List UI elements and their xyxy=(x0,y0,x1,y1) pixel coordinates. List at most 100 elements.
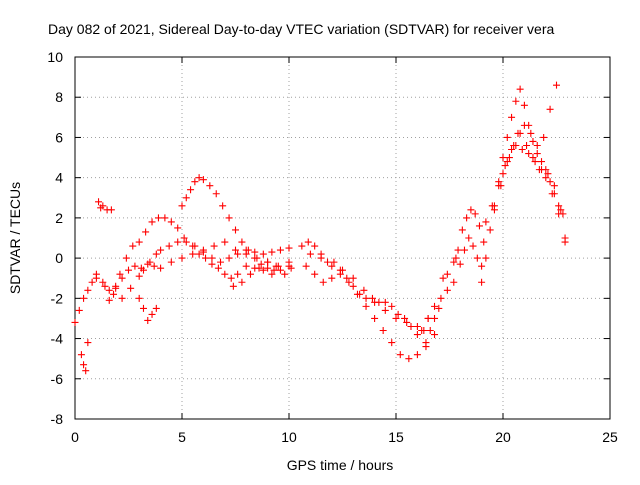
data-point xyxy=(298,242,306,250)
data-point xyxy=(336,270,344,278)
data-point xyxy=(540,133,548,141)
data-point xyxy=(435,304,443,312)
data-point xyxy=(82,367,90,375)
data-point xyxy=(244,246,252,254)
data-point xyxy=(99,278,107,286)
data-point xyxy=(105,286,113,294)
data-point xyxy=(538,158,546,166)
data-point xyxy=(189,242,197,250)
series-track-13 xyxy=(422,304,443,347)
data-point xyxy=(546,105,554,113)
data-point xyxy=(276,266,284,274)
data-point xyxy=(405,355,413,363)
data-point xyxy=(368,294,376,302)
data-point xyxy=(206,182,214,190)
data-point xyxy=(388,302,396,310)
data-point xyxy=(437,294,445,302)
data-point xyxy=(221,238,229,246)
data-point xyxy=(456,260,464,268)
data-point xyxy=(452,254,460,262)
data-point xyxy=(129,242,137,250)
data-point xyxy=(497,182,505,190)
data-point xyxy=(251,248,259,256)
data-point xyxy=(553,81,560,89)
data-point xyxy=(95,198,103,206)
data-point xyxy=(443,286,451,294)
data-point xyxy=(512,97,520,105)
data-point xyxy=(475,222,483,230)
data-series xyxy=(71,81,569,375)
data-point xyxy=(353,290,361,298)
data-point xyxy=(191,178,199,186)
data-point xyxy=(401,314,409,322)
data-point xyxy=(439,274,447,282)
data-point xyxy=(122,254,130,262)
data-point xyxy=(529,154,537,162)
data-point xyxy=(499,170,507,178)
data-point xyxy=(152,304,160,312)
data-point xyxy=(174,238,182,246)
data-point xyxy=(503,133,511,141)
series-track-2 xyxy=(77,339,92,375)
data-point xyxy=(542,174,550,182)
data-point xyxy=(450,278,458,286)
data-point xyxy=(101,282,109,290)
data-point xyxy=(232,246,239,254)
data-point xyxy=(199,176,207,184)
data-point xyxy=(92,274,100,282)
data-point xyxy=(135,294,143,302)
series-track-11 xyxy=(306,250,432,330)
data-point xyxy=(259,250,267,258)
data-point xyxy=(371,314,379,322)
data-point xyxy=(555,210,563,218)
data-point xyxy=(154,214,162,222)
data-point xyxy=(167,258,175,266)
data-point xyxy=(187,186,195,194)
data-point xyxy=(135,272,143,280)
data-point xyxy=(174,224,182,232)
data-point xyxy=(548,190,556,198)
data-point xyxy=(339,266,346,274)
data-point xyxy=(225,214,233,222)
data-point xyxy=(217,258,225,266)
y-axis-label: SDTVAR / TECUs xyxy=(7,182,23,294)
data-point xyxy=(349,274,357,282)
data-point xyxy=(482,254,490,262)
data-point xyxy=(523,141,531,149)
series-track-15 xyxy=(450,206,488,266)
data-point xyxy=(478,278,486,286)
data-point xyxy=(118,294,126,302)
data-point xyxy=(518,146,526,154)
data-point xyxy=(343,274,351,282)
x-tick-label: 5 xyxy=(178,429,186,445)
data-point xyxy=(199,248,207,256)
series-track-12 xyxy=(418,278,458,335)
data-point xyxy=(328,262,336,270)
data-point xyxy=(426,327,434,335)
data-point xyxy=(234,250,242,258)
y-tick-label: -4 xyxy=(51,331,64,347)
data-point xyxy=(75,306,83,314)
data-point xyxy=(520,121,528,129)
data-point xyxy=(127,284,135,292)
data-point xyxy=(505,154,513,162)
data-point xyxy=(471,210,479,218)
data-point xyxy=(148,310,156,318)
data-point xyxy=(467,206,475,214)
data-point xyxy=(413,351,421,359)
y-tick-label: -8 xyxy=(51,411,64,427)
data-point xyxy=(469,242,477,250)
series-track-16 xyxy=(452,234,486,270)
data-point xyxy=(396,351,404,359)
x-tick-label: 20 xyxy=(495,429,511,445)
data-point xyxy=(463,214,471,222)
data-point xyxy=(268,270,276,278)
data-point xyxy=(561,238,569,246)
data-point xyxy=(146,258,154,266)
series-track-10 xyxy=(302,262,439,363)
data-point xyxy=(125,266,132,274)
series-track-7 xyxy=(178,174,278,274)
data-point xyxy=(264,258,272,266)
data-point xyxy=(276,246,284,254)
series-track-6 xyxy=(135,294,160,324)
